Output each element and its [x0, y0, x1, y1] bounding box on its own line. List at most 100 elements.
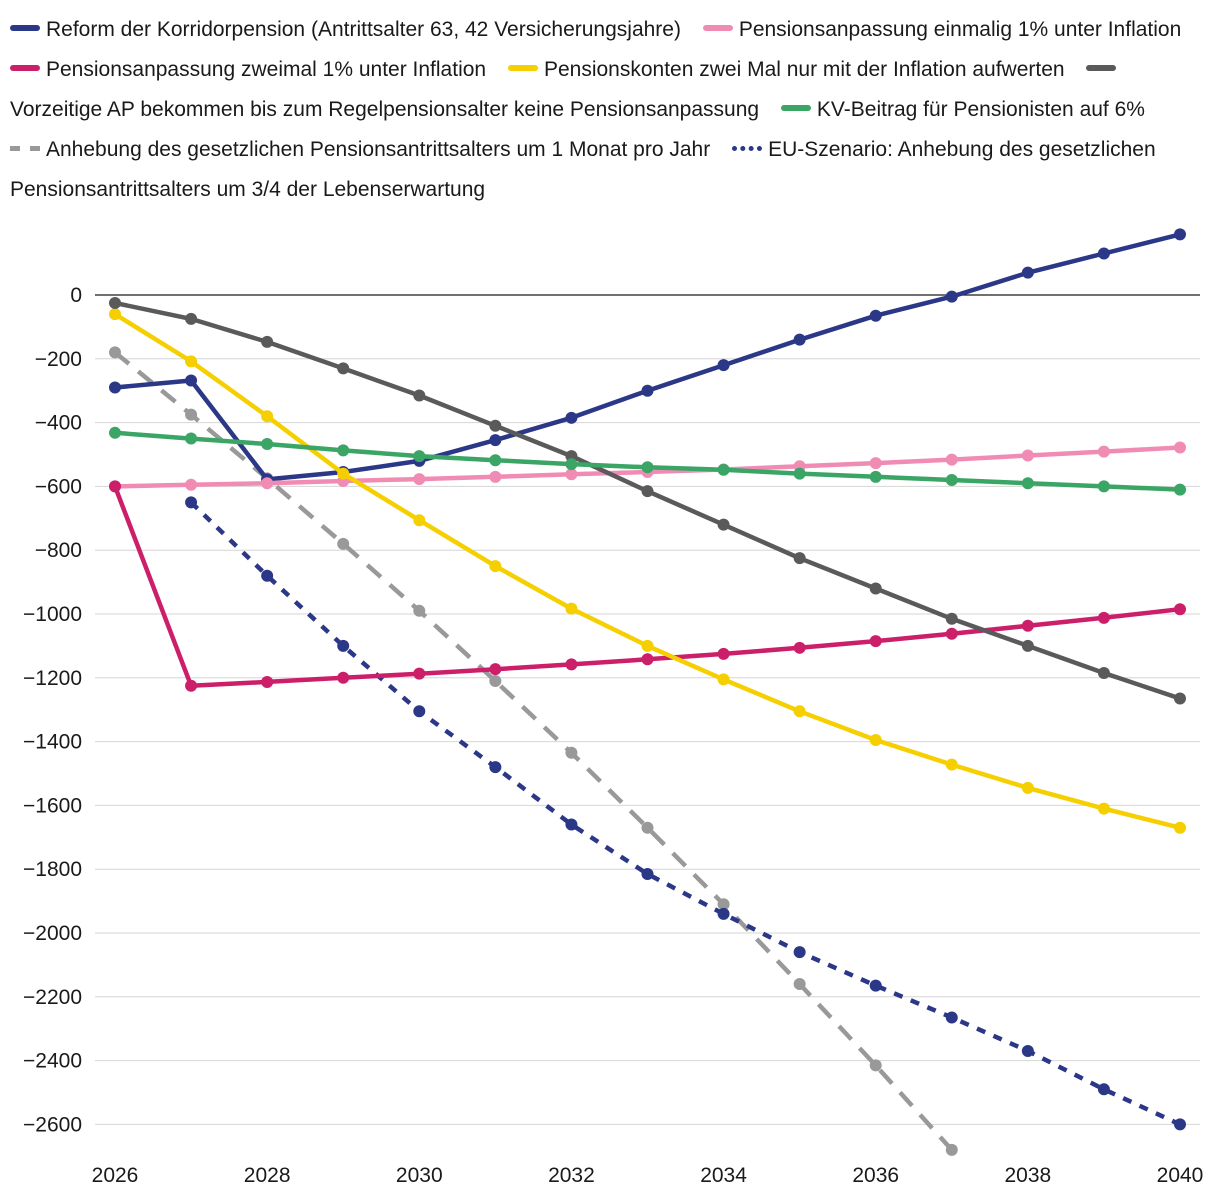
data-point — [1021, 781, 1034, 794]
x-tick-label: 2038 — [1004, 1164, 1051, 1187]
data-point — [489, 560, 502, 573]
data-point — [793, 946, 806, 959]
y-tick-label: −2200 — [23, 986, 82, 1009]
data-point — [1174, 1118, 1186, 1131]
data-point — [185, 496, 198, 509]
data-point — [717, 907, 730, 920]
y-tick-label: −600 — [35, 475, 82, 498]
data-point — [565, 411, 578, 424]
data-point — [945, 1143, 958, 1156]
legend-swatch — [702, 25, 733, 32]
data-point — [413, 473, 426, 486]
legend-item: EU-Szenario: Anhebung des gesetzlichen P… — [10, 138, 1156, 201]
data-point — [337, 671, 350, 684]
data-point — [641, 867, 654, 880]
legend-item: Reform der Korridorpension (Antrittsalte… — [10, 18, 681, 41]
y-tick-label: −2000 — [23, 922, 82, 945]
data-point — [489, 419, 502, 432]
data-point — [1174, 603, 1186, 616]
data-point — [489, 674, 502, 687]
data-point — [565, 658, 578, 671]
legend-label: Vorzeitige AP bekommen bis zum Regelpens… — [10, 98, 760, 121]
data-point — [1021, 639, 1034, 652]
data-point — [793, 333, 806, 346]
data-point — [565, 818, 578, 831]
legend-item: Pensionskonten zwei Mal nur mit der Infl… — [507, 58, 1065, 81]
data-point — [1174, 692, 1186, 705]
y-tick-label: −2600 — [23, 1113, 82, 1136]
legend-label: Pensionskonten zwei Mal nur mit der Infl… — [543, 58, 1065, 81]
data-point — [641, 485, 654, 498]
legend-swatch — [780, 105, 811, 112]
data-point — [945, 627, 958, 640]
data-point — [413, 604, 426, 617]
data-point — [1021, 619, 1034, 632]
data-point — [261, 477, 274, 490]
data-point — [869, 979, 882, 992]
legend-label: KV-Beitrag für Pensionisten auf 6% — [816, 98, 1145, 121]
data-point — [185, 374, 198, 387]
data-point — [337, 444, 350, 457]
data-point — [717, 359, 730, 372]
data-point — [1174, 821, 1186, 834]
y-tick-label: −800 — [35, 539, 82, 562]
data-point — [565, 746, 578, 759]
y-tick-label: −1600 — [23, 794, 82, 817]
data-point — [109, 381, 121, 394]
data-point — [793, 641, 806, 654]
data-point — [945, 758, 958, 771]
y-tick-label: −1000 — [23, 603, 82, 626]
x-tick-label: 2040 — [1157, 1164, 1204, 1187]
legend-swatch — [1086, 65, 1117, 72]
data-point — [109, 480, 121, 493]
data-point — [413, 667, 426, 680]
data-point — [261, 335, 274, 348]
data-point — [109, 346, 121, 359]
data-point — [1174, 483, 1186, 496]
x-tick-label: 2034 — [700, 1164, 747, 1187]
data-point — [1174, 228, 1186, 241]
data-point — [565, 602, 578, 615]
data-point — [185, 432, 198, 445]
data-point — [641, 461, 654, 474]
data-point — [337, 467, 350, 480]
data-point — [717, 518, 730, 531]
y-tick-label: −2400 — [23, 1050, 82, 1073]
data-point — [793, 978, 806, 991]
legend-item: Pensionsanpassung einmalig 1% unter Infl… — [702, 18, 1182, 41]
y-tick-label: −400 — [35, 412, 82, 435]
y-tick-label: 0 — [70, 284, 82, 307]
legend-label: Pensionsanpassung einmalig 1% unter Infl… — [738, 18, 1182, 41]
data-point — [793, 467, 806, 480]
x-tick-label: 2032 — [548, 1164, 595, 1187]
legend-item: Pensionsanpassung zweimal 1% unter Infla… — [10, 58, 486, 81]
legend-label: Pensionsanpassung zweimal 1% unter Infla… — [46, 58, 487, 81]
data-point — [185, 478, 198, 491]
data-point — [717, 463, 730, 476]
data-point — [945, 612, 958, 625]
series-line — [113, 350, 954, 1152]
data-point — [185, 312, 198, 325]
legend-label: Anhebung des gesetzlichen Pensionsantrit… — [46, 138, 711, 161]
x-tick-label: 2026 — [92, 1164, 139, 1187]
series-line — [189, 500, 1181, 1127]
data-point — [185, 355, 198, 368]
data-point — [869, 309, 882, 322]
data-point — [261, 569, 274, 582]
data-point — [337, 639, 350, 652]
data-point — [869, 582, 882, 595]
data-point — [1021, 477, 1034, 490]
data-point — [869, 470, 882, 483]
x-tick-label: 2028 — [244, 1164, 291, 1187]
legend-swatch — [10, 65, 40, 72]
data-point — [717, 673, 730, 686]
data-point — [489, 454, 502, 467]
y-tick-label: −1800 — [23, 858, 82, 881]
data-point — [413, 450, 426, 463]
y-tick-label: −200 — [35, 348, 82, 371]
data-point — [1174, 441, 1186, 454]
data-point — [869, 1059, 882, 1072]
y-tick-label: −1200 — [23, 667, 82, 690]
data-point — [945, 474, 958, 487]
